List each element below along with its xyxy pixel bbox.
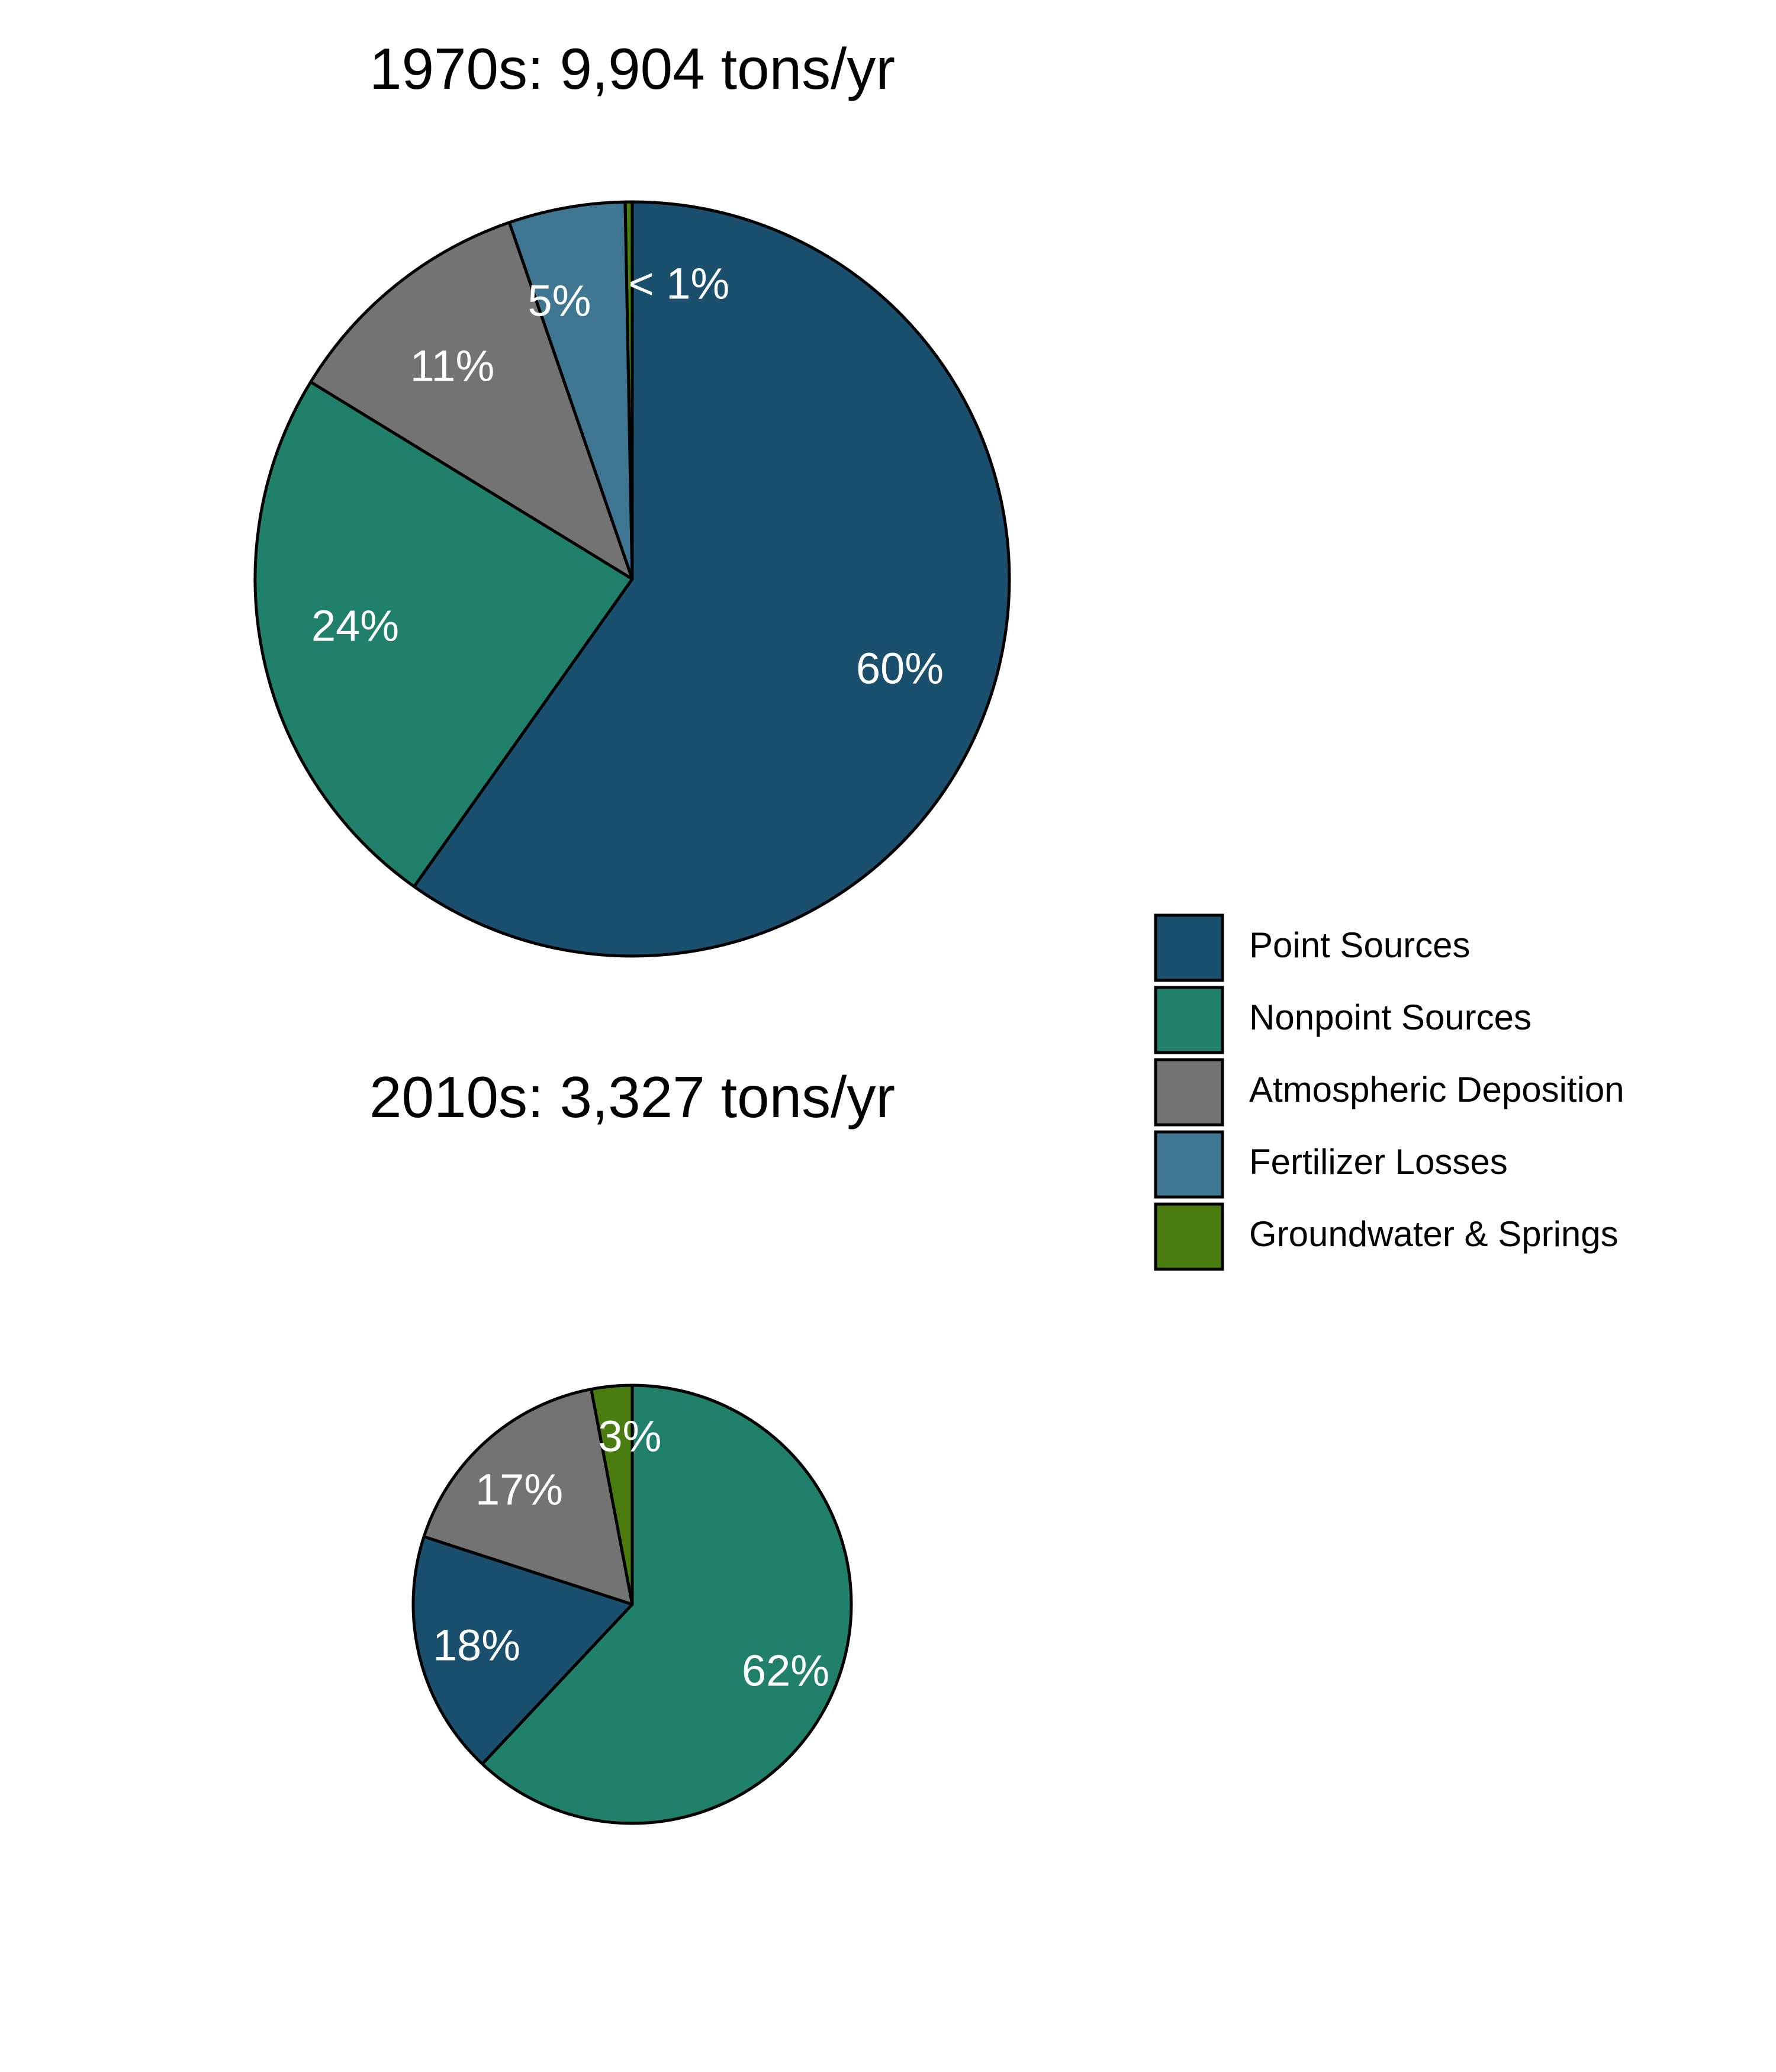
pie-1970s: 60% 24% 11% 5% < 1% — [253, 200, 1011, 958]
legend-key-atmospheric-deposition — [1154, 1058, 1224, 1127]
pie-slice-groundwater-and-springs — [623, 200, 634, 581]
slice-label-point-sources: 18% — [433, 1621, 520, 1670]
slice-label-fertilizer-losses: 5% — [528, 276, 591, 326]
legend-label-fertilizer-losses: Fertilizer Losses — [1249, 1142, 1508, 1182]
legend-label-atmospheric-deposition: Atmospheric Deposition — [1249, 1070, 1624, 1109]
legend-key-fertilizer-losses — [1154, 1130, 1224, 1199]
legend-label-nonpoint-sources: Nonpoint Sources — [1249, 998, 1532, 1037]
slice-label-nonpoint-sources: 62% — [742, 1646, 829, 1695]
pie-slice-point-sources — [411, 1535, 634, 1766]
legend-label-groundwater-and-springs: Groundwater & Springs — [1249, 1214, 1619, 1254]
legend-key-groundwater-and-springs — [1154, 1202, 1224, 1271]
slice-label-atmospheric-deposition: 17% — [475, 1465, 563, 1514]
pie-slice-atmospheric-deposition — [309, 221, 634, 581]
chart-2010s: 2010s: 3,327 tons/yr 62% 18% 17% 3% — [369, 1064, 895, 1825]
pie-slice-point-sources — [412, 200, 1011, 958]
slice-label-groundwater-and-springs: 3% — [599, 1412, 662, 1461]
pie-slice-nonpoint-sources — [253, 380, 634, 889]
slice-label-nonpoint-sources: 24% — [311, 601, 399, 651]
chart-title-2010s: 2010s: 3,327 tons/yr — [369, 1064, 895, 1130]
legend-label-point-sources: Point Sources — [1249, 925, 1471, 965]
pie-slice-groundwater-and-springs — [590, 1384, 634, 1606]
pie-2010s: 62% 18% 17% 3% — [411, 1384, 853, 1825]
slice-label-point-sources: 60% — [856, 644, 944, 693]
pie-slice-atmospheric-deposition — [422, 1388, 634, 1606]
pie-slice-nonpoint-sources — [481, 1384, 853, 1825]
chart-1970s: 1970s: 9,904 tons/yr 60% 24% 11% 5% < 1% — [253, 36, 1011, 958]
legend-key-nonpoint-sources — [1154, 986, 1224, 1054]
legend-key-point-sources — [1154, 913, 1224, 982]
slice-label-groundwater-and-springs: < 1% — [629, 259, 730, 308]
chart-title-1970s: 1970s: 9,904 tons/yr — [369, 36, 895, 101]
legend: Point Sources Nonpoint Sources Atmospheric… — [1154, 913, 1624, 1271]
slice-label-atmospheric-deposition: 11% — [410, 342, 495, 391]
pie-slice-fertilizer-losses — [507, 200, 634, 581]
